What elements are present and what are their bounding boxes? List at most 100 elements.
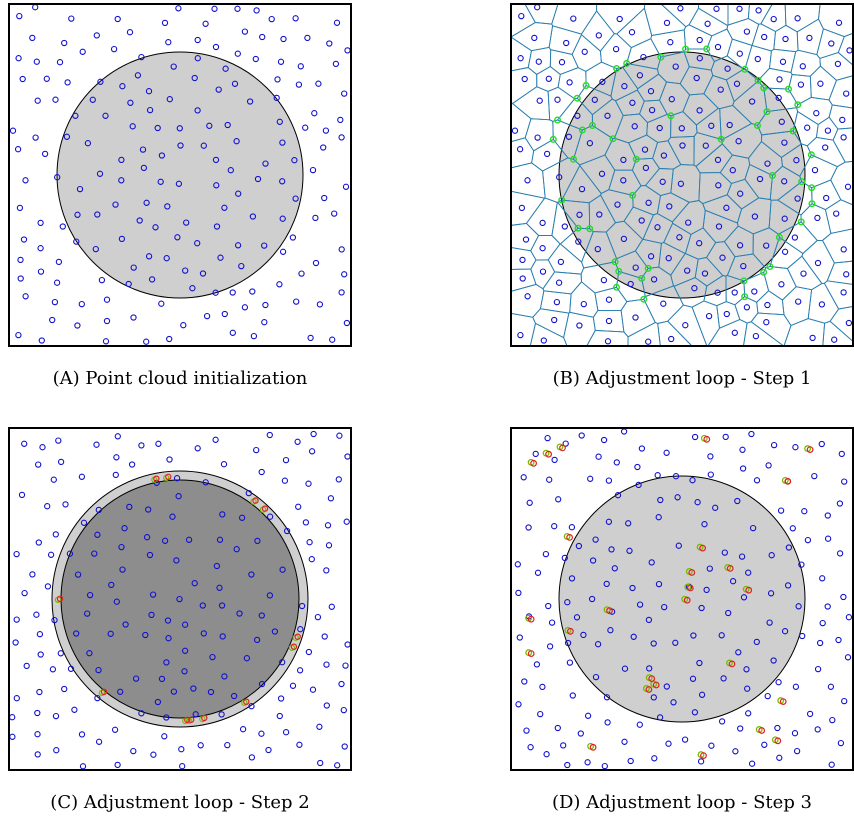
sample-point	[277, 58, 285, 65]
sample-point	[274, 76, 281, 83]
sample-point	[155, 440, 162, 447]
sample-point	[279, 215, 286, 222]
sample-point	[784, 582, 792, 589]
voronoi-cell	[826, 260, 854, 286]
sample-point	[57, 458, 65, 466]
sample-point	[600, 276, 608, 284]
voronoi-vertex	[741, 293, 749, 301]
voronoi-cell	[828, 74, 854, 109]
sample-point	[308, 556, 315, 563]
sample-point	[766, 619, 773, 626]
sample-point	[43, 75, 50, 82]
voronoi-vertex	[613, 65, 621, 73]
voronoi-vertex	[609, 135, 617, 143]
voronoi-vertex	[794, 101, 802, 109]
sample-point	[620, 156, 627, 164]
sample-point	[768, 552, 775, 559]
sample-point	[668, 335, 675, 343]
sample-point	[189, 285, 196, 292]
panel-frame	[510, 3, 854, 347]
sample-point	[132, 675, 140, 682]
voronoi-cell	[642, 213, 674, 244]
voronoi-cell	[751, 23, 776, 52]
sample-point	[621, 665, 629, 672]
sample-point	[540, 337, 547, 344]
sample-point	[737, 190, 744, 197]
sample-point	[613, 459, 620, 466]
voronoi-cell	[510, 190, 546, 226]
sample-point	[55, 437, 62, 444]
sample-point	[678, 125, 685, 132]
adjusted-point-new	[703, 435, 711, 443]
voronoi-cell	[569, 281, 599, 318]
sample-point	[19, 75, 26, 83]
sample-point	[822, 144, 829, 151]
sample-point	[79, 763, 87, 770]
sample-point	[53, 747, 60, 754]
sample-point	[667, 39, 674, 46]
voronoi-cell	[510, 268, 537, 293]
sample-point	[777, 507, 785, 514]
sample-point	[650, 694, 657, 701]
caption-c-label: (C)	[50, 792, 79, 813]
sample-point	[605, 317, 613, 325]
sample-point	[84, 610, 91, 617]
sample-point	[194, 240, 201, 247]
sample-point	[266, 513, 274, 520]
sample-point	[258, 680, 266, 688]
sample-point	[646, 665, 653, 672]
sample-point	[537, 710, 544, 718]
sample-point	[840, 593, 847, 601]
sample-point	[595, 32, 602, 39]
sample-point	[15, 331, 22, 339]
sample-point	[840, 289, 847, 296]
sample-point	[170, 63, 177, 70]
sample-point	[219, 633, 226, 640]
sample-point	[323, 661, 330, 668]
sample-point	[518, 12, 525, 20]
adjusted-point-new	[700, 752, 707, 760]
sample-point	[539, 219, 546, 227]
sample-point	[794, 195, 801, 202]
sample-point	[636, 721, 643, 728]
sample-point	[515, 589, 522, 597]
voronoi-vertex	[789, 127, 797, 135]
sample-point	[108, 581, 115, 589]
sample-point	[800, 270, 807, 277]
sample-point	[698, 604, 705, 612]
sample-point	[143, 534, 151, 541]
sample-point	[659, 178, 666, 185]
sample-point	[526, 499, 533, 506]
sample-point	[161, 537, 169, 544]
sample-point	[761, 741, 768, 748]
sample-point	[143, 338, 150, 345]
sample-point	[13, 695, 20, 702]
sample-point	[38, 337, 45, 344]
voronoi-cell	[563, 311, 596, 347]
sample-point	[110, 45, 118, 53]
sample-point	[620, 235, 628, 243]
sample-point	[258, 468, 265, 476]
sample-point	[238, 514, 246, 521]
sample-point	[67, 665, 75, 672]
panel-a	[8, 3, 352, 347]
sample-point	[16, 204, 24, 212]
sample-point	[799, 63, 806, 70]
sample-point	[677, 180, 685, 187]
voronoi-vertex	[558, 196, 566, 204]
sample-point	[543, 751, 550, 758]
sample-point	[828, 40, 835, 47]
sample-point	[648, 106, 656, 114]
sample-point	[823, 194, 830, 202]
sample-point	[811, 166, 819, 174]
adjusted-point-new	[726, 564, 734, 572]
sample-point	[95, 738, 103, 745]
voronoi-vertex	[638, 274, 646, 282]
sample-point	[535, 58, 542, 65]
sample-point	[685, 219, 692, 226]
sample-point	[661, 603, 668, 611]
sample-point	[691, 709, 699, 716]
sample-point	[254, 175, 262, 183]
voronoi-cell	[616, 7, 653, 49]
sample-point	[211, 5, 218, 12]
